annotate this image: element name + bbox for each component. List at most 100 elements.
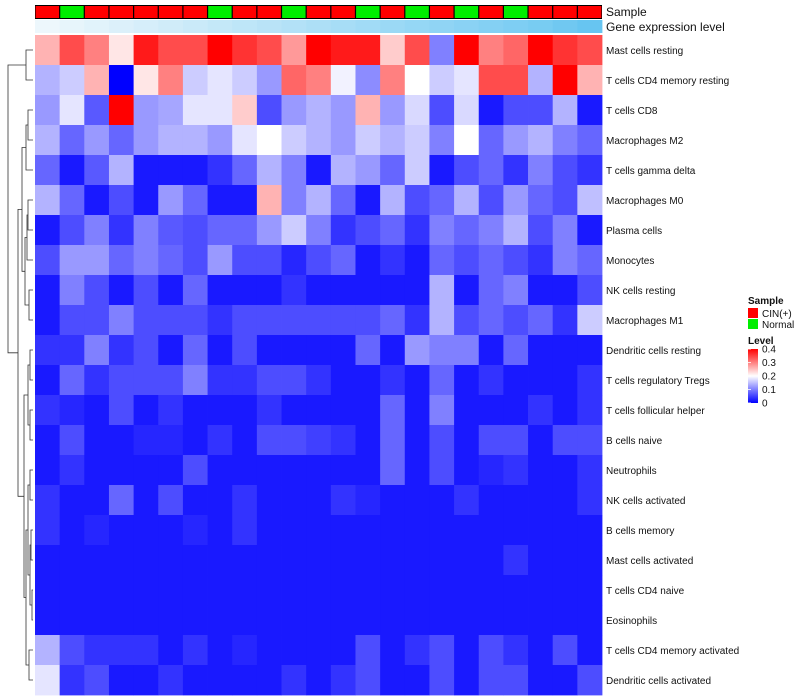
- heatmap-cell: [478, 635, 504, 666]
- heatmap-cell: [232, 185, 258, 216]
- heatmap-cell: [281, 485, 307, 516]
- level-tick-label: 0.3: [762, 358, 776, 369]
- sample-cell: [454, 6, 479, 18]
- heatmap-cell: [528, 395, 554, 426]
- expression-cell: [256, 20, 282, 33]
- heatmap-cell: [380, 65, 406, 96]
- heatmap-cell: [380, 155, 406, 186]
- heatmap-cell: [59, 485, 85, 516]
- heatmap-cell: [577, 305, 603, 336]
- row-label: Mast cells resting: [606, 46, 683, 57]
- heatmap-cell: [503, 215, 529, 246]
- heatmap-cell: [59, 305, 85, 336]
- heatmap-cell: [232, 395, 258, 426]
- heatmap-cell: [306, 575, 332, 606]
- heatmap-cell: [478, 365, 504, 396]
- heatmap-cell: [256, 545, 282, 576]
- heatmap-cell: [207, 215, 233, 246]
- row-label: Dendritic cells resting: [606, 346, 701, 357]
- heatmap-cell: [35, 455, 61, 486]
- heatmap-cell: [330, 245, 356, 276]
- heatmap-cell: [256, 335, 282, 366]
- heatmap-cell: [454, 635, 480, 666]
- heatmap-cell: [35, 395, 61, 426]
- heatmap-cell: [355, 155, 381, 186]
- heatmap-cell: [503, 545, 529, 576]
- heatmap-cell: [552, 215, 578, 246]
- heatmap-cell: [454, 35, 480, 66]
- heatmap-cell: [306, 125, 332, 156]
- heatmap-cell: [330, 515, 356, 546]
- heatmap-cell: [404, 395, 430, 426]
- expression-cell: [355, 20, 381, 33]
- sample-annotation-bar: [35, 5, 602, 19]
- legend-level-colorbar: [748, 349, 758, 403]
- row-label: Macrophages M2: [606, 136, 684, 147]
- heatmap-cell: [429, 605, 455, 636]
- heatmap-cell: [182, 275, 208, 306]
- heatmap-cell: [133, 365, 159, 396]
- heatmap-cell: [182, 125, 208, 156]
- expression-cell: [207, 20, 233, 33]
- heatmap-cell: [232, 65, 258, 96]
- heatmap-cell: [355, 545, 381, 576]
- heatmap-cell: [281, 185, 307, 216]
- heatmap-cell: [35, 425, 61, 456]
- heatmap-cell: [503, 665, 529, 696]
- heatmap-cell: [478, 665, 504, 696]
- heatmap-cell: [503, 155, 529, 186]
- heatmap-cell: [84, 395, 110, 426]
- heatmap-cell: [108, 425, 135, 456]
- heatmap-cell: [84, 635, 110, 666]
- heatmap-cell: [133, 35, 159, 66]
- heatmap-cell: [429, 215, 455, 246]
- heatmap-cell: [256, 515, 282, 546]
- heatmap-cell: [281, 455, 307, 486]
- heatmap-cell: [133, 305, 159, 336]
- heatmap-cell: [478, 575, 504, 606]
- heatmap-cell: [404, 665, 430, 696]
- heatmap-cell: [281, 635, 307, 666]
- row-label: T cells CD4 naive: [606, 586, 685, 597]
- heatmap-cell: [306, 365, 332, 396]
- heatmap-cell: [429, 185, 455, 216]
- heatmap-cell: [478, 95, 504, 126]
- heatmap-cell: [35, 635, 61, 666]
- heatmap-cell: [182, 395, 208, 426]
- heatmap-cell: [478, 545, 504, 576]
- heatmap-cell: [429, 425, 455, 456]
- sample-cell: [232, 6, 257, 18]
- heatmap-cell: [182, 95, 208, 126]
- heatmap-cell: [404, 635, 430, 666]
- legend: Sample CIN(+) Normal Level 0.4 0.3 0.2 0.1 0: [748, 296, 794, 410]
- heatmap-cell: [404, 185, 430, 216]
- heatmap-cell: [281, 275, 307, 306]
- heatmap-cell: [281, 215, 307, 246]
- heatmap-cell: [528, 485, 554, 516]
- heatmap-cell: [552, 545, 578, 576]
- heatmap-cell: [35, 125, 61, 156]
- heatmap-cell: [158, 275, 184, 306]
- heatmap-cell: [59, 35, 85, 66]
- heatmap-cell: [503, 65, 529, 96]
- heatmap-cell: [306, 215, 332, 246]
- heatmap-cell: [330, 305, 356, 336]
- heatmap-cell: [207, 245, 233, 276]
- heatmap-cell: [207, 575, 233, 606]
- heatmap-cell: [158, 485, 184, 516]
- heatmap-cell: [35, 515, 61, 546]
- heatmap-cell: [528, 275, 554, 306]
- heatmap-cell: [380, 275, 406, 306]
- heatmap-cell: [528, 335, 554, 366]
- heatmap-cell: [577, 515, 603, 546]
- sample-cell: [577, 6, 602, 18]
- heatmap-cell: [158, 95, 184, 126]
- heatmap-cell: [306, 185, 332, 216]
- heatmap-cell: [478, 425, 504, 456]
- heatmap-cell: [182, 245, 208, 276]
- heatmap-cell: [256, 185, 282, 216]
- heatmap-cell: [108, 575, 135, 606]
- heatmap-cell: [232, 575, 258, 606]
- heatmap-cell: [552, 455, 578, 486]
- heatmap-cell: [84, 485, 110, 516]
